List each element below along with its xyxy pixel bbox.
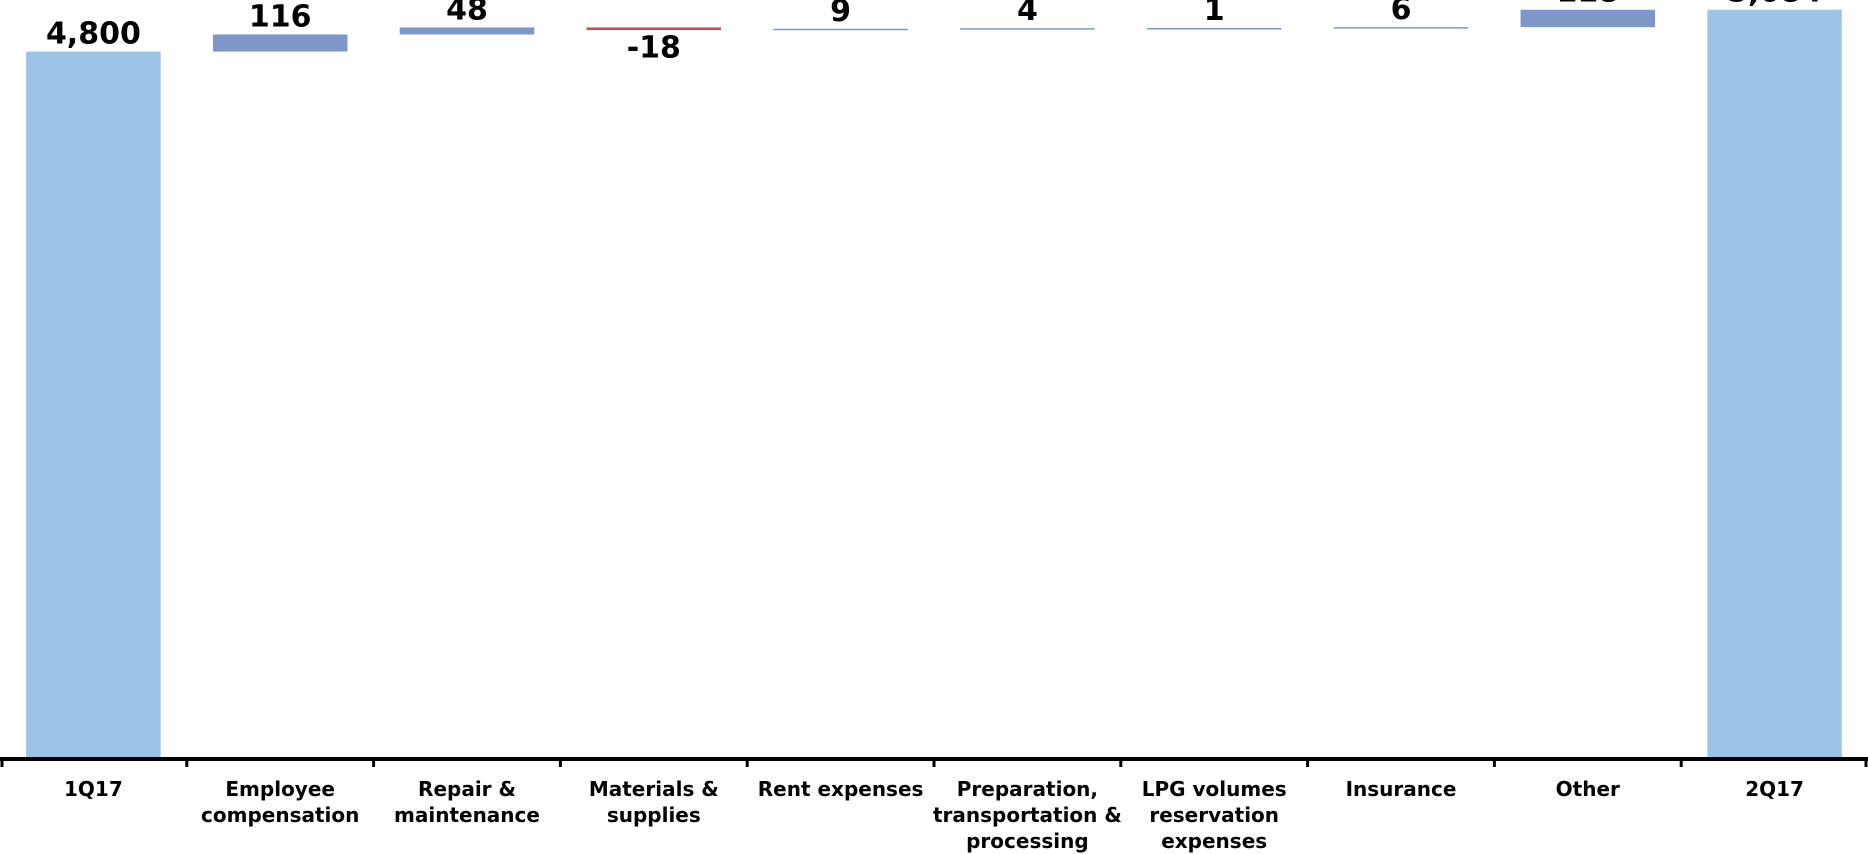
x-axis xyxy=(0,757,1868,767)
category-label-line: compensation xyxy=(201,803,359,827)
category-label-line: 1Q17 xyxy=(64,777,123,801)
bar-7 xyxy=(1333,27,1469,29)
category-label-9: 2Q17 xyxy=(1745,777,1804,801)
bar-5 xyxy=(960,28,1095,30)
category-label-0: 1Q17 xyxy=(64,777,123,801)
category-labels-group: 1Q17 Employee compensation Repair & maintena… xyxy=(64,777,1804,853)
category-label-line: reservation xyxy=(1149,803,1279,827)
category-label-line: Employee xyxy=(225,777,335,801)
category-label-2: Repair & maintenance xyxy=(394,777,540,827)
bar-0 xyxy=(26,51,161,759)
value-label-3: -18 xyxy=(627,31,681,66)
category-label-line: Insurance xyxy=(1346,777,1457,801)
category-label-line: 2Q17 xyxy=(1745,777,1804,801)
category-label-line: Preparation, xyxy=(957,777,1098,801)
category-label-line: Other xyxy=(1556,777,1620,801)
category-label-line: processing xyxy=(966,829,1089,853)
category-label-line: maintenance xyxy=(394,803,540,827)
value-label-7: 6 xyxy=(1391,0,1412,27)
category-label-line: supplies xyxy=(607,803,701,827)
category-label-line: expenses xyxy=(1161,829,1267,853)
value-label-0: 4,800 xyxy=(46,17,141,52)
bar-1 xyxy=(212,34,348,52)
category-label-8: Other xyxy=(1556,777,1620,801)
bar-9 xyxy=(1707,9,1842,760)
category-label-line: Rent expenses xyxy=(758,777,924,801)
category-label-3: Materials & supplies xyxy=(589,777,719,827)
bar-3 xyxy=(586,27,722,31)
category-label-7: Insurance xyxy=(1346,777,1457,801)
value-label-9: 5,084 xyxy=(1727,0,1822,10)
category-label-1: Employee compensation xyxy=(201,777,359,827)
category-label-line: LPG volumes xyxy=(1142,777,1287,801)
value-label-2: 48 xyxy=(446,0,488,27)
value-label-4: 9 xyxy=(830,0,851,29)
bar-4 xyxy=(773,28,908,31)
category-label-5: Preparation, transportation & processing xyxy=(933,777,1122,853)
bar-2 xyxy=(399,27,535,35)
value-label-5: 4 xyxy=(1017,0,1038,28)
category-label-line: Repair & xyxy=(418,777,516,801)
value-labels-group: 4,800 116 48 -18 9 4 1 6 118 5,084 xyxy=(46,0,1822,66)
bar-6 xyxy=(1146,28,1282,30)
category-label-line: transportation & xyxy=(933,803,1122,827)
bars-group xyxy=(26,9,1842,760)
category-label-6: LPG volumes reservation expenses xyxy=(1142,777,1287,853)
value-label-8: 118 xyxy=(1556,0,1619,10)
category-label-4: Rent expenses xyxy=(758,777,924,801)
category-label-line: Materials & xyxy=(589,777,719,801)
bar-8 xyxy=(1520,9,1656,28)
value-label-1: 116 xyxy=(249,0,312,34)
value-label-6: 1 xyxy=(1204,0,1225,28)
